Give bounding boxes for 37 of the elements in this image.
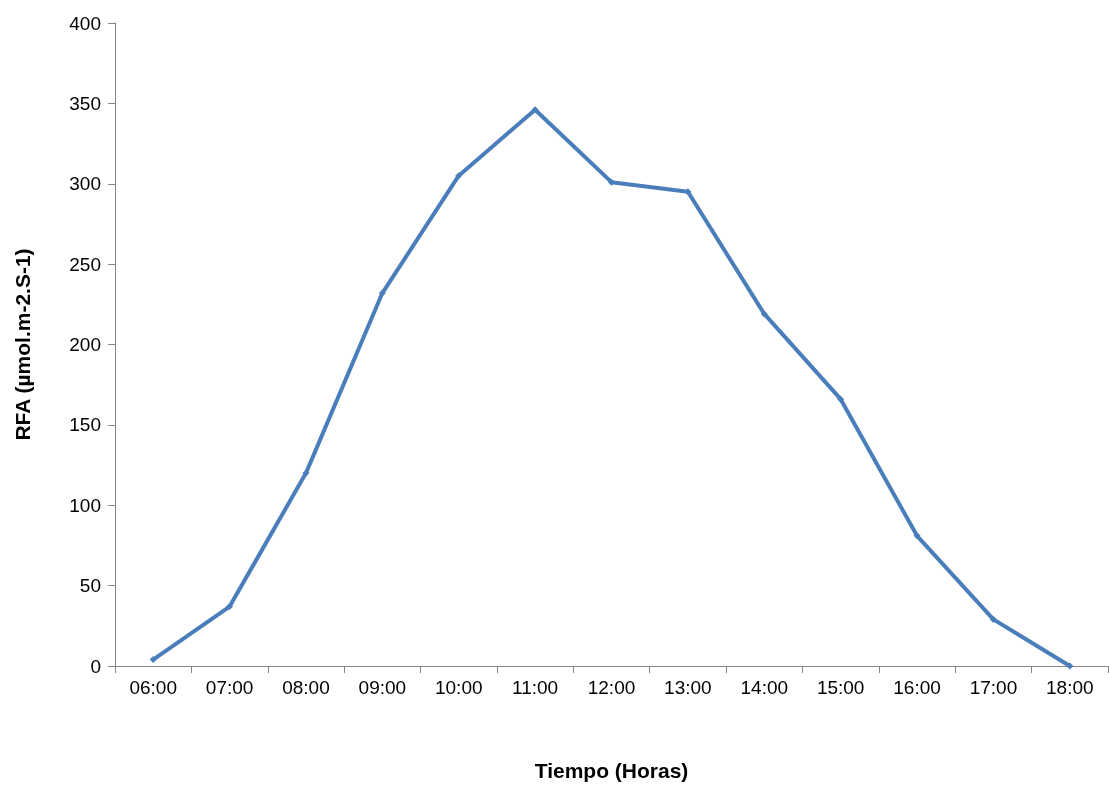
point xyxy=(226,603,234,611)
y-tick-label: 0 xyxy=(90,655,101,677)
x-tick-label: 15:00 xyxy=(816,677,865,698)
y-tick-label: 250 xyxy=(69,253,101,275)
x-tick-label: 13:00 xyxy=(664,677,712,698)
x-axis-title: Tiempo (Horas) xyxy=(534,759,689,782)
point xyxy=(837,395,845,403)
point xyxy=(1066,662,1074,670)
point xyxy=(149,656,157,664)
y-tick-label: 400 xyxy=(69,12,101,34)
point xyxy=(913,532,921,540)
point xyxy=(455,172,463,180)
y-tick-label: 200 xyxy=(69,334,101,355)
x-tick-label: 10:00 xyxy=(434,677,483,698)
x-tick-label: 18:00 xyxy=(1046,677,1094,698)
x-tick-label: 14:00 xyxy=(740,677,789,698)
y-tick-label: 50 xyxy=(79,575,101,597)
y-tick-label: 300 xyxy=(69,173,101,195)
y-axis-title: RFA (µmol.m-2.S-1) xyxy=(11,248,34,441)
x-tick-label: 06:00 xyxy=(129,677,177,698)
y-tick-label: 150 xyxy=(69,414,101,436)
x-tick-label: 08:00 xyxy=(282,677,330,698)
point xyxy=(760,310,768,318)
point xyxy=(378,289,386,297)
x-tick-label: 11:00 xyxy=(512,677,559,698)
x-tick-label: 12:00 xyxy=(587,677,636,698)
y-tick-label: 100 xyxy=(69,494,101,516)
y-tick-label: 350 xyxy=(69,92,101,114)
point xyxy=(302,469,310,477)
point xyxy=(684,188,692,196)
x-tick-label: 17:00 xyxy=(969,677,1018,698)
point xyxy=(608,178,615,186)
x-tick-label: 09:00 xyxy=(358,677,407,698)
point xyxy=(531,106,539,114)
x-tick-label: 07:00 xyxy=(205,677,254,698)
x-tick-label: 16:00 xyxy=(893,677,941,698)
point xyxy=(989,615,997,623)
